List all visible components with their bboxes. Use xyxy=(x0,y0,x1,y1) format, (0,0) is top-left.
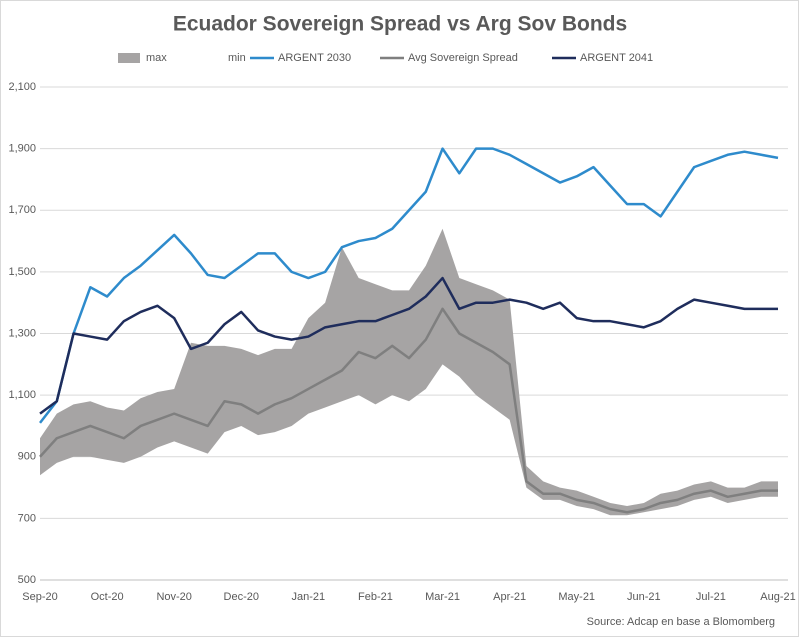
x-tick-label: Aug-21 xyxy=(760,591,795,603)
legend-label: max xyxy=(146,52,167,64)
x-tick-label: Sep-20 xyxy=(22,591,57,603)
y-tick-label: 700 xyxy=(18,512,36,524)
legend-label: ARGENT 2030 xyxy=(278,52,351,64)
series-line xyxy=(39,276,778,415)
x-tick-label: Mar-21 xyxy=(425,591,460,603)
chart-title: Ecuador Sovereign Spread vs Arg Sov Bond… xyxy=(173,13,627,36)
legend-swatch xyxy=(118,53,140,63)
x-tick-label: Nov-20 xyxy=(156,591,191,603)
x-tick-label: Apr-21 xyxy=(493,591,526,603)
x-tick-label: Dec-20 xyxy=(224,591,259,603)
x-tick-label: Jan-21 xyxy=(292,591,326,603)
y-tick-label: 2,100 xyxy=(8,81,36,93)
legend-swatch xyxy=(200,53,222,63)
y-tick-label: 1,100 xyxy=(8,389,36,401)
legend-label: min xyxy=(228,52,246,64)
y-tick-label: 1,500 xyxy=(8,266,36,278)
x-tick-label: Oct-20 xyxy=(91,591,124,603)
series-line xyxy=(39,147,779,424)
source-note: Source: Adcap en base a Blomomberg xyxy=(587,616,775,628)
x-tick-label: Feb-21 xyxy=(358,591,393,603)
y-tick-label: 1,900 xyxy=(8,143,36,155)
series-line xyxy=(39,307,778,514)
y-tick-label: 500 xyxy=(18,574,36,586)
x-tick-label: Jun-21 xyxy=(627,591,661,603)
range-band xyxy=(40,228,778,516)
x-tick-label: Jul-21 xyxy=(696,591,726,603)
y-tick-label: 1,700 xyxy=(8,204,36,216)
x-tick-label: May-21 xyxy=(558,591,595,603)
legend-label: Avg Sovereign Spread xyxy=(408,52,518,64)
legend-label: ARGENT 2041 xyxy=(580,52,653,64)
y-tick-label: 1,300 xyxy=(8,327,36,339)
y-tick-label: 900 xyxy=(18,451,36,463)
